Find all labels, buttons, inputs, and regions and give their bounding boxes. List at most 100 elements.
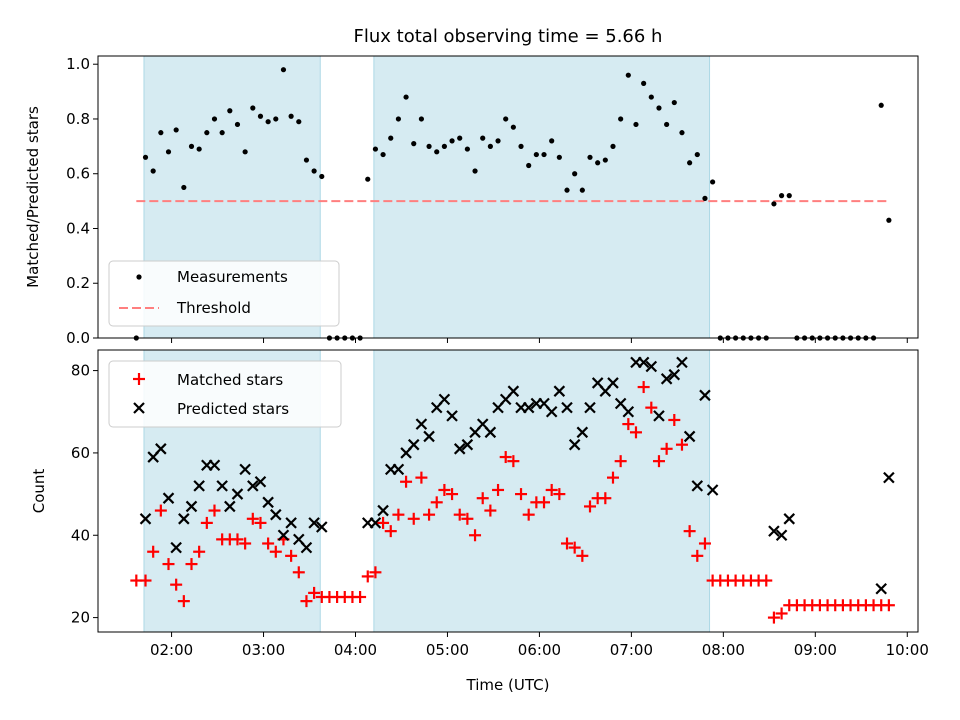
predicted-star-point xyxy=(308,517,320,529)
predicted-star-point xyxy=(676,356,688,369)
predicted-star-point xyxy=(576,426,589,439)
measurement-point xyxy=(771,201,777,207)
predicted-star-point xyxy=(875,582,887,595)
matched-star-point xyxy=(568,541,581,554)
matched-star-point xyxy=(760,574,773,587)
matched-star-point xyxy=(660,442,673,455)
predicted-star-point xyxy=(660,373,673,385)
predicted-star-point xyxy=(561,401,573,414)
y-tick-label: 0.2 xyxy=(66,274,90,292)
predicted-star-point xyxy=(392,463,405,476)
measurement-point xyxy=(380,151,386,158)
y-tick-label: 80 xyxy=(71,362,90,380)
y-tick-label: 0.4 xyxy=(66,219,90,237)
matched-star-point xyxy=(154,504,167,517)
measurement-point xyxy=(388,135,394,141)
predicted-star-point xyxy=(216,480,228,492)
matched-star-point xyxy=(300,595,313,608)
measurement-point xyxy=(242,149,248,155)
predicted-star-point xyxy=(369,517,382,529)
y-axis-ticks: 0.0 0.2 0.4 0.6 0.8 1.0 xyxy=(66,55,98,347)
measurement-point xyxy=(610,143,616,149)
measurement-point xyxy=(273,116,279,122)
predicted-star-point xyxy=(584,401,596,414)
matched-star-point xyxy=(507,455,520,468)
predicted-star-point xyxy=(699,389,711,402)
matched-star-point xyxy=(177,595,190,608)
matched-star-point xyxy=(545,483,558,496)
matched-star-point xyxy=(369,566,382,579)
matched-star-point xyxy=(208,504,221,517)
legend-label-measurements: Measurements xyxy=(177,268,288,286)
measurement-point xyxy=(687,160,693,166)
measurement-point xyxy=(602,157,608,163)
measurement-point xyxy=(311,168,317,174)
measurement-point xyxy=(579,187,585,193)
predicted-star-point xyxy=(285,517,297,529)
matched-star-point xyxy=(698,537,711,550)
predicted-star-point xyxy=(461,438,474,451)
measurement-point xyxy=(595,160,601,166)
matched-star-point xyxy=(629,426,642,439)
y-tick-label: 1.0 xyxy=(66,55,90,73)
measurement-point xyxy=(641,80,647,86)
x-axis-ticks: 02:00 03:00 04:00 05:00 06:00 07:00 08:00 09:00… xyxy=(150,632,929,659)
matched-star-point xyxy=(499,451,512,464)
predicted-star-point xyxy=(653,410,665,422)
legend-label-matched: Matched stars xyxy=(177,371,283,389)
measurement-point xyxy=(710,179,716,185)
measurement-point xyxy=(648,94,654,100)
matched-star-point xyxy=(377,516,390,529)
measurement-point xyxy=(786,193,792,199)
measurement-point xyxy=(211,116,218,122)
predicted-star-point xyxy=(162,492,175,504)
measurement-point xyxy=(196,146,202,152)
legend: Matched stars Predicted stars xyxy=(108,360,342,428)
matched-star-point xyxy=(691,549,704,562)
matched-star-point xyxy=(675,438,688,451)
measurement-point xyxy=(411,141,417,147)
predicted-star-point xyxy=(484,426,497,439)
predicted-star-point xyxy=(446,410,458,422)
ratio-panel: 0.0 0.2 0.4 0.6 0.8 1.0 Matched/Predicted sta… xyxy=(24,55,919,347)
matched-star-point xyxy=(262,537,275,550)
measurement-point xyxy=(426,143,432,149)
matched-star-point xyxy=(147,545,160,558)
matched-star-point xyxy=(668,413,681,426)
measurement-point xyxy=(250,105,256,111)
observing-period-band xyxy=(373,349,711,633)
measurement-point xyxy=(533,151,539,158)
matched-star-point xyxy=(652,455,665,468)
measurement-point xyxy=(487,143,493,149)
predicted-star-point xyxy=(423,430,435,443)
y-axis-ticks: 20 40 60 80 xyxy=(71,362,98,627)
matched-star-point xyxy=(538,496,551,509)
measurement-point xyxy=(633,121,639,128)
matched-star-point xyxy=(285,549,298,562)
matched-star-point xyxy=(400,475,413,488)
matched-star-point xyxy=(882,599,895,612)
measurement-point xyxy=(296,119,302,125)
y-tick-label: 60 xyxy=(71,444,90,462)
matched-star-point xyxy=(584,500,596,513)
x-tick-label: 09:00 xyxy=(794,641,837,659)
matched-star-point xyxy=(469,529,482,542)
measurement-point xyxy=(656,105,662,111)
measurement-point xyxy=(878,102,884,108)
matched-star-point xyxy=(415,471,428,484)
measurement-point xyxy=(403,94,409,100)
matched-star-point xyxy=(384,525,397,538)
measurement-point xyxy=(625,72,631,78)
matched-star-point xyxy=(476,492,489,505)
matched-star-point xyxy=(637,381,650,394)
measurement-point xyxy=(495,138,501,144)
matched-star-point xyxy=(614,455,627,468)
measurement-point xyxy=(418,116,425,122)
matched-star-point xyxy=(423,508,436,521)
predicted-star-point xyxy=(545,405,558,418)
predicted-star-point xyxy=(239,463,251,476)
y-tick-label: 20 xyxy=(71,609,90,627)
matched-star-point xyxy=(162,558,175,571)
matched-star-point xyxy=(430,496,443,509)
